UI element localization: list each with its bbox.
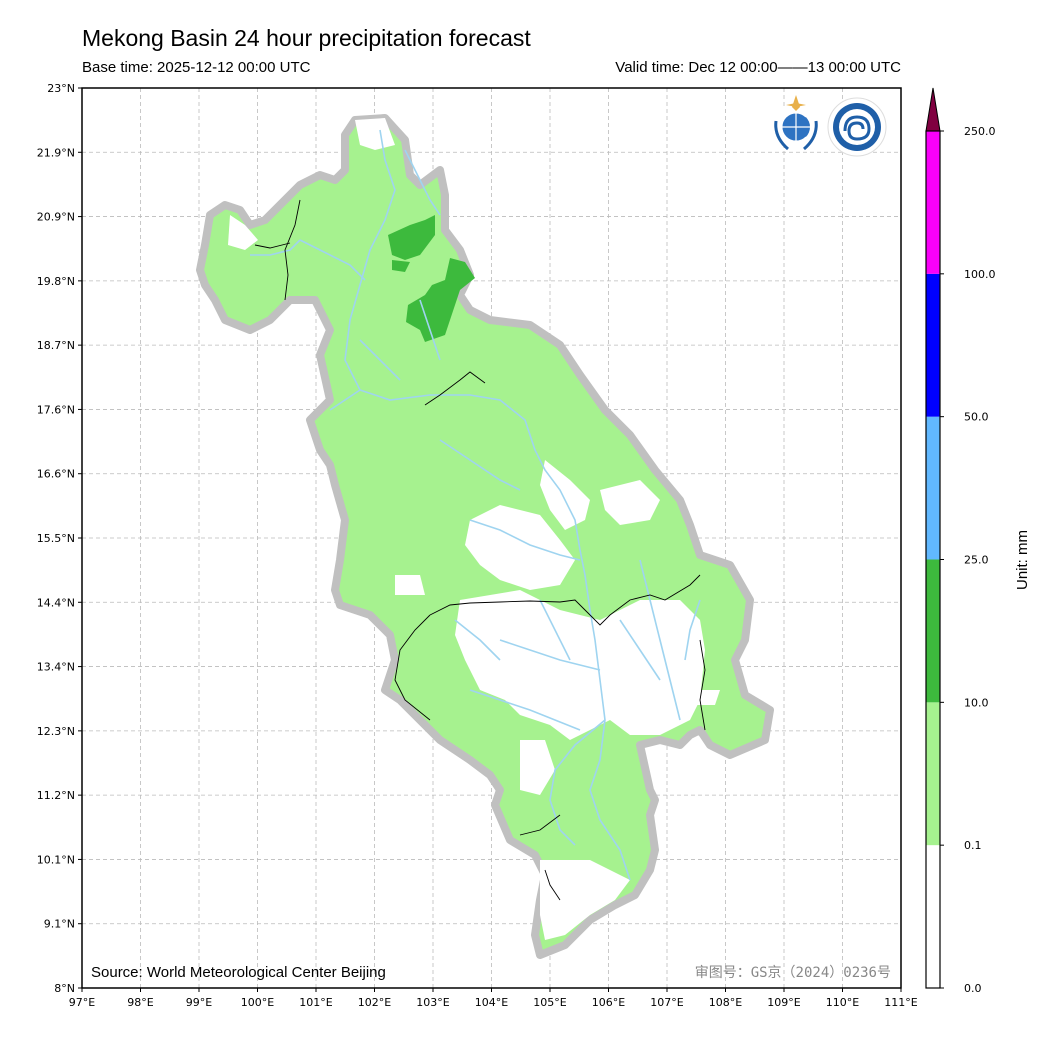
- lon-tick-label: 98°E: [127, 996, 153, 1009]
- colorbar-segment: [926, 131, 940, 274]
- colorbar-level-label: 50.0: [964, 411, 989, 424]
- lat-tick-label: 16.6°N: [37, 468, 75, 481]
- lat-tick-label: 14.4°N: [37, 596, 75, 609]
- lon-tick-label: 97°E: [69, 996, 95, 1009]
- colorbar-level-label: 0.1: [964, 839, 982, 852]
- lat-tick-label: 23°N: [47, 82, 75, 95]
- colorbar-segment: [926, 273, 940, 417]
- map-title: Mekong Basin 24 hour precipitation forec…: [82, 25, 531, 51]
- valid-time: Valid time: Dec 12 00:00——13 00:00 UTC: [615, 59, 901, 76]
- country-borders: [254, 199, 706, 901]
- cma-logo: [827, 97, 887, 157]
- review-number: 审图号：GS京（2024）0236号: [695, 965, 891, 981]
- lon-tick-label: 108°E: [709, 996, 742, 1009]
- source-label: Source: World Meteorological Center Beij…: [91, 964, 386, 981]
- lon-tick-label: 106°E: [592, 996, 625, 1009]
- lon-tick-label: 101°E: [299, 996, 332, 1009]
- colorbar-unit-label: Unit: mm: [1014, 530, 1031, 590]
- lon-tick-label: 110°E: [826, 996, 859, 1009]
- lat-tick-label: 17.6°N: [37, 403, 75, 416]
- colorbar: 0.0 0.1 10.0 25.0 50.0 100.0 250.0: [925, 87, 996, 995]
- lon-tick-label: 105°E: [533, 996, 566, 1009]
- lon-tick-label: 102°E: [358, 996, 391, 1009]
- lat-tick-label: 11.2°N: [37, 789, 75, 802]
- lat-tick-label: 21.9°N: [37, 146, 75, 159]
- axis-ticks: [78, 87, 902, 992]
- lon-tick-label: 104°E: [475, 996, 508, 1009]
- lon-tick-label: 109°E: [767, 996, 800, 1009]
- longitude-labels: 97°E 98°E 99°E 100°E 101°E 102°E 103°E 104°E 105…: [69, 996, 918, 1009]
- lon-tick-label: 107°E: [650, 996, 683, 1009]
- lat-tick-label: 18.7°N: [37, 339, 75, 352]
- colorbar-segment: [926, 702, 940, 846]
- base-time: Base time: 2025-12-12 00:00 UTC: [82, 59, 311, 76]
- colorbar-segment: [926, 416, 940, 560]
- lat-tick-label: 12.3°N: [37, 725, 75, 738]
- lon-tick-label: 100°E: [241, 996, 274, 1009]
- wmo-logo: [773, 95, 819, 151]
- colorbar-segment: [926, 559, 940, 703]
- colorbar-level-label: 250.0: [964, 125, 996, 138]
- lat-tick-label: 8°N: [54, 982, 75, 995]
- colorbar-level-label: 25.0: [964, 554, 989, 567]
- lat-tick-label: 19.8°N: [37, 275, 75, 288]
- lon-tick-label: 111°E: [884, 996, 917, 1009]
- colorbar-level-label: 100.0: [964, 268, 996, 281]
- lat-tick-label: 10.1°N: [37, 853, 75, 866]
- lat-tick-label: 15.5°N: [37, 532, 75, 545]
- basin-area: [196, 114, 774, 959]
- lat-tick-label: 20.9°N: [37, 211, 75, 224]
- latitude-labels: 23°N 21.9°N 20.9°N 19.8°N 18.7°N 17.6°N 16.6°N…: [37, 82, 75, 995]
- moderate-rain-areas: [388, 215, 475, 342]
- colorbar-segment: [926, 845, 940, 988]
- lat-tick-label: 13.4°N: [37, 661, 75, 674]
- colorbar-level-label: 10.0: [964, 696, 989, 709]
- lon-tick-label: 99°E: [186, 996, 212, 1009]
- colorbar-level-label: 0.0: [964, 982, 982, 995]
- lat-tick-label: 9.1°N: [44, 918, 75, 931]
- river-network: [250, 129, 701, 881]
- colorbar-extend-arrow: [925, 87, 941, 132]
- lon-tick-label: 103°E: [416, 996, 449, 1009]
